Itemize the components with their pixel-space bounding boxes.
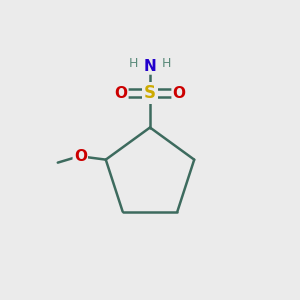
Text: O: O xyxy=(114,85,128,100)
Text: S: S xyxy=(144,84,156,102)
Text: O: O xyxy=(74,149,87,164)
Text: H: H xyxy=(162,57,171,70)
Text: N: N xyxy=(144,58,156,74)
Text: O: O xyxy=(172,85,186,100)
Text: H: H xyxy=(129,57,138,70)
